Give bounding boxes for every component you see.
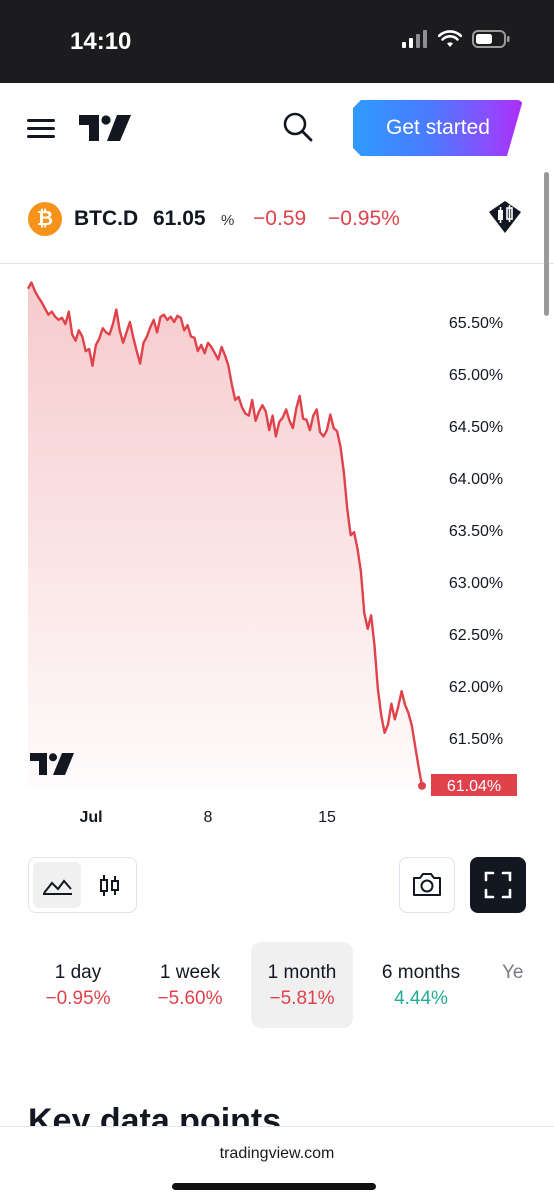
y-tick-label: 64.00% bbox=[449, 471, 503, 488]
period-label: 1 week bbox=[159, 962, 221, 983]
y-tick-label: 63.50% bbox=[449, 523, 503, 540]
battery-icon bbox=[472, 30, 510, 48]
browser-domain[interactable]: tradingview.com bbox=[219, 1145, 335, 1162]
y-tick-label: 65.00% bbox=[449, 367, 503, 384]
last-price-label: 61.04% bbox=[447, 778, 501, 795]
hamburger-menu-icon[interactable] bbox=[27, 119, 55, 139]
last-price-dot bbox=[418, 781, 426, 790]
period-6-months[interactable]: 6 months 4.44% bbox=[368, 942, 474, 1028]
header-divider bbox=[0, 263, 554, 264]
symbol-name: BTC.D bbox=[74, 207, 139, 230]
symbol-price: 61.05 bbox=[153, 207, 206, 230]
price-area-fill bbox=[28, 282, 422, 787]
period-1-month[interactable]: 1 month −5.81% bbox=[251, 942, 353, 1028]
signal-icon bbox=[402, 30, 427, 48]
y-tick-label: 65.50% bbox=[449, 315, 503, 332]
period-label: Ye bbox=[502, 962, 524, 983]
x-tick-label: 15 bbox=[318, 809, 336, 826]
wifi-icon bbox=[438, 30, 462, 47]
y-tick-label: 61.50% bbox=[449, 731, 503, 748]
status-icons bbox=[402, 30, 510, 48]
home-indicator bbox=[172, 1183, 376, 1190]
period-label: 1 month bbox=[267, 962, 337, 983]
y-tick-label: 64.50% bbox=[449, 419, 503, 436]
symbol-change-percent: −0.95% bbox=[328, 207, 400, 230]
y-tick-label: 62.50% bbox=[449, 627, 503, 644]
chart-type-toggle bbox=[28, 857, 137, 913]
status-bar: 14:10 bbox=[0, 0, 554, 83]
symbol-unit: % bbox=[221, 212, 235, 229]
candlestick-chart-button[interactable] bbox=[87, 862, 133, 908]
period-change: −5.81% bbox=[269, 988, 335, 1009]
status-time: 14:10 bbox=[70, 28, 132, 55]
period-1-week[interactable]: 1 week −5.60% bbox=[140, 942, 240, 1028]
x-tick-label: Jul bbox=[79, 809, 102, 826]
bitcoin-icon: ₿ bbox=[28, 202, 62, 236]
period-change: −5.60% bbox=[157, 988, 223, 1009]
candlestick-icon bbox=[100, 875, 119, 896]
price-chart[interactable]: 65.50% 65.00% 64.50% 64.00% 63.50% 63.00% 62.5… bbox=[0, 265, 554, 835]
period-year[interactable]: Ye bbox=[494, 942, 554, 1028]
period-change: 4.44% bbox=[394, 988, 448, 1009]
y-tick-label: 63.00% bbox=[449, 575, 503, 592]
last-price-tag bbox=[431, 774, 517, 796]
area-chart-icon bbox=[43, 879, 72, 895]
x-tick-label: 8 bbox=[204, 809, 213, 826]
camera-icon bbox=[413, 873, 441, 896]
price-line bbox=[26, 281, 424, 787]
top-nav: Get started bbox=[0, 83, 554, 175]
candles-badge-icon[interactable] bbox=[487, 200, 523, 234]
tradingview-logo[interactable] bbox=[79, 115, 131, 141]
get-started-button[interactable]: Get started bbox=[353, 100, 523, 156]
line-chart-button[interactable] bbox=[33, 862, 81, 908]
period-label: 6 months bbox=[381, 962, 461, 983]
browser-bottom-bar: tradingview.com bbox=[0, 1126, 554, 1200]
fullscreen-button[interactable] bbox=[470, 857, 526, 913]
search-icon[interactable] bbox=[282, 111, 314, 143]
page-scrollbar[interactable] bbox=[544, 172, 549, 316]
chart-watermark-logo bbox=[30, 753, 74, 775]
period-change: −0.95% bbox=[45, 988, 111, 1009]
period-label: 1 day bbox=[54, 962, 102, 983]
snapshot-button[interactable] bbox=[399, 857, 455, 913]
fullscreen-icon bbox=[484, 871, 512, 899]
symbol-header: ₿ BTC.D 61.05 % −0.59 −0.95% bbox=[0, 196, 554, 242]
period-1-day[interactable]: 1 day −0.95% bbox=[28, 942, 128, 1028]
symbol-change: −0.59 bbox=[253, 207, 307, 230]
y-tick-label: 62.00% bbox=[449, 679, 503, 696]
